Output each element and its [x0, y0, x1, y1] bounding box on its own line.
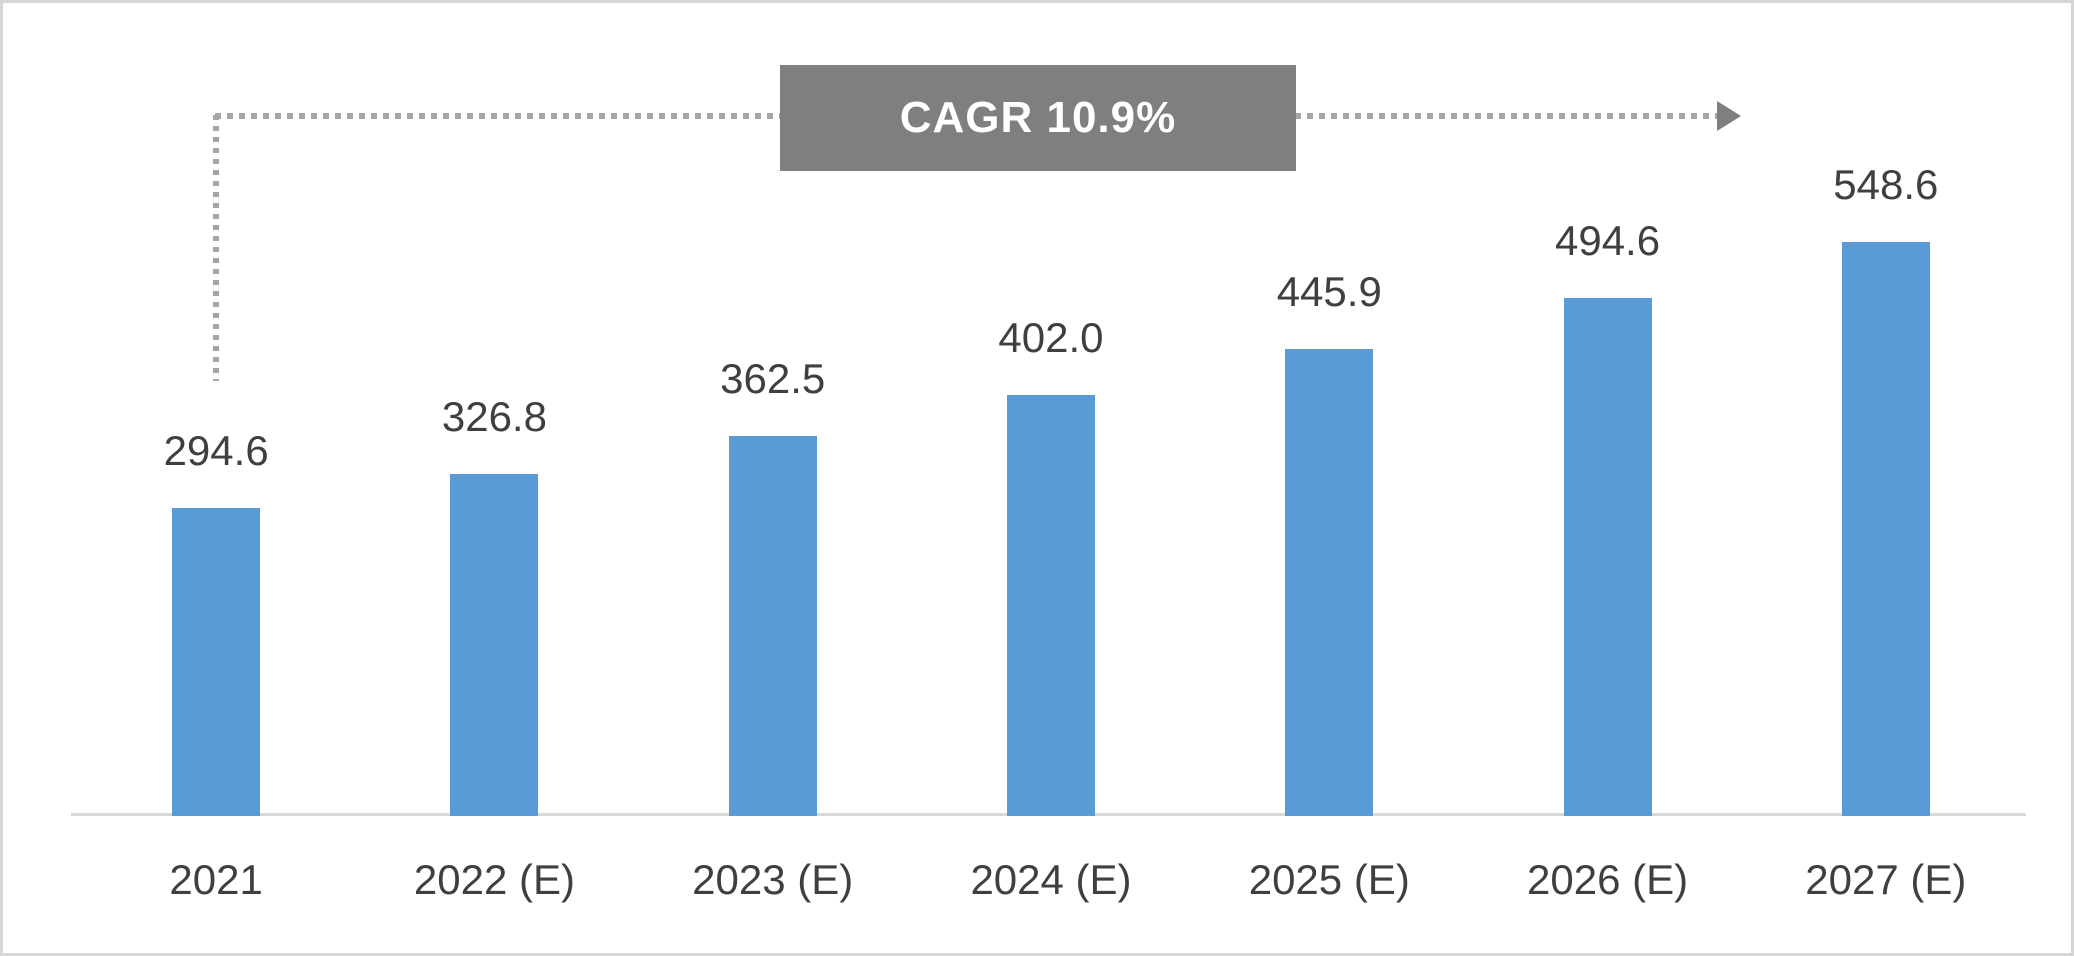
x-axis-label-2023-e: 2023 (E) — [692, 856, 854, 903]
bar-column-2022-e: 326.8 — [355, 3, 633, 816]
bar-column-2024-e: 402.0 — [912, 3, 1190, 816]
bar-column-2027-e: 548.6 — [1747, 3, 2025, 816]
x-axis-label-2027-e: 2027 (E) — [1805, 856, 1967, 903]
bar-column-2026-e: 494.6 — [1468, 3, 1746, 816]
x-axis-label-2021: 2021 — [169, 856, 263, 903]
bar-value-label: 402.0 — [998, 314, 1104, 361]
x-axis-label-2024-e: 2024 (E) — [970, 856, 1132, 903]
bar-column-2023-e: 362.5 — [634, 3, 912, 816]
bar-value-label: 326.8 — [441, 393, 547, 440]
x-axis-label-2022-e: 2022 (E) — [413, 856, 575, 903]
bar-2021 — [172, 508, 261, 816]
bar-2027-e — [1841, 242, 1930, 816]
bar-column-2021: 294.6 — [77, 3, 355, 816]
bar-value-label: 362.5 — [720, 355, 826, 402]
bar-value-label: 294.6 — [163, 427, 269, 474]
bar-column-2025-e: 445.9 — [1190, 3, 1468, 816]
bar-2026-e — [1563, 298, 1652, 816]
x-axis-label-2026-e: 2026 (E) — [1527, 856, 1689, 903]
bar-2025-e — [1285, 349, 1374, 816]
bar-value-label: 548.6 — [1833, 161, 1939, 208]
bar-value-label: 494.6 — [1554, 217, 1661, 264]
bar-value-label: 445.9 — [1276, 268, 1382, 315]
x-axis-labels: 2021 2022 (E) 2023 (E) 2024 (E) 2025 (E) 2026… — [77, 816, 2025, 904]
bar-2024-e — [1006, 395, 1095, 816]
arrow-right-icon — [1717, 101, 1741, 131]
plot-area: 294.6 326.8 362.5 402.0 445.9 494.6 548.6 — [77, 3, 2025, 816]
x-axis-label-2025-e: 2025 (E) — [1248, 856, 1410, 903]
cagr-annotation-box: CAGR 10.9% — [780, 65, 1296, 171]
bar-2022-e — [450, 474, 539, 816]
bar-2023-e — [728, 436, 817, 816]
cagr-dotted-connector-vertical — [213, 115, 219, 381]
